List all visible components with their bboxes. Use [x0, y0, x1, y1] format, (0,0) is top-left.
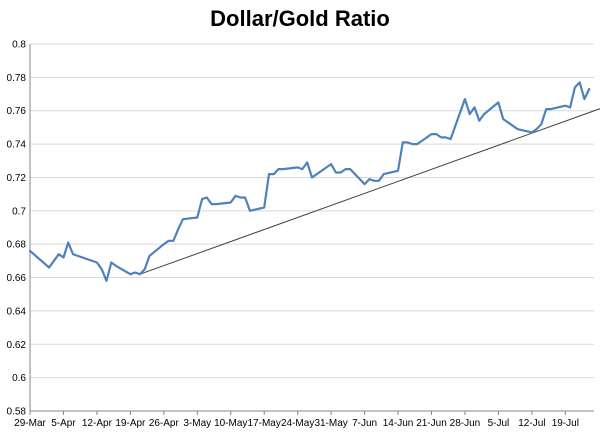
y-tick-label: 0.74: [7, 140, 27, 151]
x-tick-label: 21-Jun: [416, 418, 447, 429]
x-tick-label: 29-Mar: [14, 418, 46, 429]
x-tick-label: 5-Jul: [488, 418, 510, 429]
y-tick-label: 0.66: [7, 273, 27, 284]
y-tick-label: 0.7: [12, 206, 26, 217]
y-tick-label: 0.76: [7, 106, 27, 117]
x-tick-label: 17-May: [248, 418, 281, 429]
trend-line: [139, 108, 600, 275]
x-tick-label: 28-Jun: [450, 418, 481, 429]
x-tick-label: 19-Jul: [552, 418, 579, 429]
x-tick-label: 12-Jul: [518, 418, 545, 429]
x-tick-label: 3-May: [183, 418, 211, 429]
x-tick-label: 7-Jun: [352, 418, 377, 429]
y-tick-label: 0.6: [12, 373, 26, 384]
y-tick-label: 0.68: [7, 240, 27, 251]
x-tick-label: 5-Apr: [51, 418, 76, 429]
series-line: [28, 81, 591, 282]
y-tick-label: 0.8: [12, 40, 26, 51]
y-tick-label: 0.64: [7, 306, 27, 317]
x-tick-label: 10-May: [214, 418, 247, 429]
chart-title: Dollar/Gold Ratio: [210, 6, 390, 31]
x-tick-label: 12-Apr: [82, 418, 113, 429]
x-tick-label: 26-Apr: [149, 418, 180, 429]
x-tick-label: 19-Apr: [115, 418, 146, 429]
y-tick-label: 0.78: [7, 73, 27, 84]
y-tick-label: 0.62: [7, 340, 27, 351]
x-tick-label: 31-May: [314, 418, 347, 429]
x-tick-label: 14-Jun: [383, 418, 414, 429]
x-tick-label: 24-May: [281, 418, 314, 429]
y-tick-label: 0.58: [7, 407, 27, 418]
y-tick-label: 0.72: [7, 173, 27, 184]
